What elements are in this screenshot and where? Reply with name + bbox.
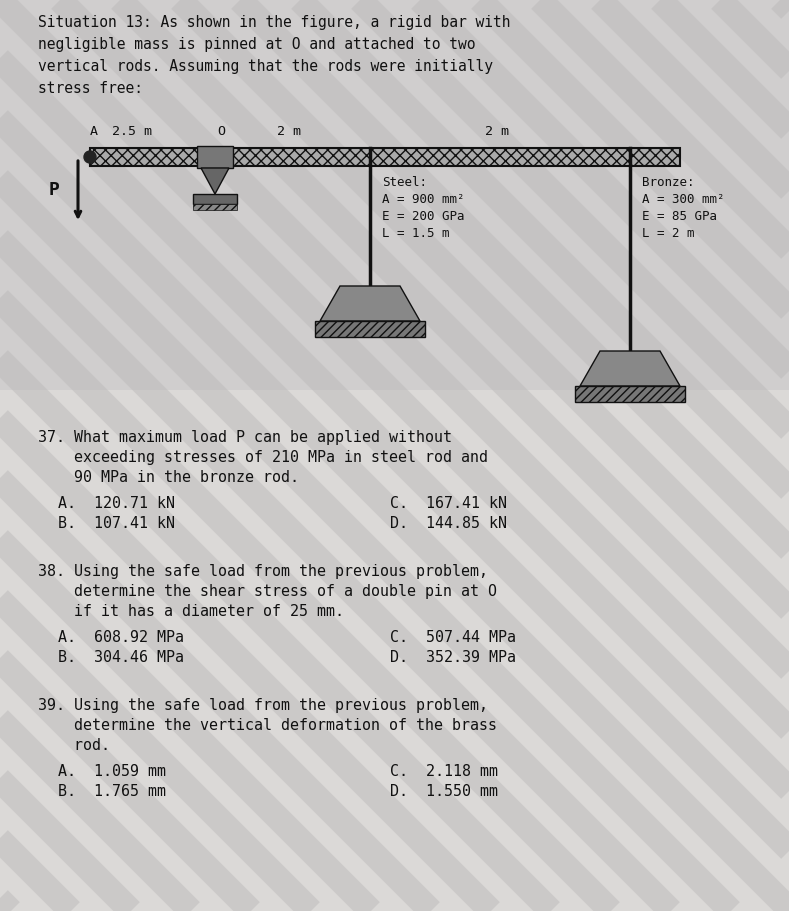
Text: C.  167.41 kN: C. 167.41 kN (390, 496, 507, 511)
Text: A.  1.059 mm: A. 1.059 mm (58, 764, 166, 779)
Text: exceeding stresses of 210 MPa in steel rod and: exceeding stresses of 210 MPa in steel r… (38, 450, 488, 465)
Bar (197, 146, 233, 168)
Text: B.  1.765 mm: B. 1.765 mm (58, 784, 166, 799)
Text: Bronze:: Bronze: (642, 176, 694, 189)
Text: B.  107.41 kN: B. 107.41 kN (58, 516, 175, 531)
Text: 90 MPa in the bronze rod.: 90 MPa in the bronze rod. (38, 470, 299, 485)
Text: Situation 13: As shown in the figure, a rigid bar with: Situation 13: As shown in the figure, a … (38, 15, 510, 30)
Text: negligible mass is pinned at O and attached to two: negligible mass is pinned at O and attac… (38, 37, 476, 52)
Text: Steel:: Steel: (382, 176, 427, 189)
Text: P: P (49, 181, 60, 199)
Text: determine the vertical deformation of the brass: determine the vertical deformation of th… (38, 718, 497, 733)
Bar (315, 321, 425, 337)
Text: E = 200 GPa: E = 200 GPa (382, 210, 465, 223)
Text: E = 85 GPa: E = 85 GPa (642, 210, 717, 223)
Bar (0, 390, 789, 911)
Text: A.  608.92 MPa: A. 608.92 MPa (58, 630, 184, 645)
Text: L = 1.5 m: L = 1.5 m (382, 227, 450, 240)
Polygon shape (320, 286, 420, 321)
Text: 2 m: 2 m (485, 125, 509, 138)
Text: determine the shear stress of a double pin at O: determine the shear stress of a double p… (38, 584, 497, 599)
Bar (575, 386, 685, 402)
Text: D.  144.85 kN: D. 144.85 kN (390, 516, 507, 531)
Text: L = 2 m: L = 2 m (642, 227, 694, 240)
Text: C.  507.44 MPa: C. 507.44 MPa (390, 630, 516, 645)
Text: C.  2.118 mm: C. 2.118 mm (390, 764, 498, 779)
Text: stress free:: stress free: (38, 81, 143, 96)
Bar (50, 100, 750, 400)
Bar (193, 204, 237, 210)
Text: D.  1.550 mm: D. 1.550 mm (390, 784, 498, 799)
Text: 39. Using the safe load from the previous problem,: 39. Using the safe load from the previou… (38, 698, 488, 713)
Text: A = 300 mm²: A = 300 mm² (642, 193, 724, 206)
Text: 38. Using the safe load from the previous problem,: 38. Using the safe load from the previou… (38, 564, 488, 579)
Circle shape (84, 151, 96, 163)
Text: 2 m: 2 m (277, 125, 301, 138)
Polygon shape (580, 351, 680, 386)
Text: A.  120.71 kN: A. 120.71 kN (58, 496, 175, 511)
Text: 37. What maximum load P can be applied without: 37. What maximum load P can be applied w… (38, 430, 452, 445)
Text: rod.: rod. (38, 738, 110, 753)
Text: 2.5 m: 2.5 m (112, 125, 152, 138)
Text: B.  304.46 MPa: B. 304.46 MPa (58, 650, 184, 665)
Text: O: O (217, 125, 225, 138)
Polygon shape (201, 168, 229, 194)
Text: if it has a diameter of 25 mm.: if it has a diameter of 25 mm. (38, 604, 344, 619)
Text: A: A (90, 125, 98, 138)
Text: A = 900 mm²: A = 900 mm² (382, 193, 465, 206)
Bar (193, 194, 237, 204)
Bar (90, 148, 680, 166)
Text: vertical rods. Assuming that the rods were initially: vertical rods. Assuming that the rods we… (38, 59, 493, 74)
Text: D.  352.39 MPa: D. 352.39 MPa (390, 650, 516, 665)
